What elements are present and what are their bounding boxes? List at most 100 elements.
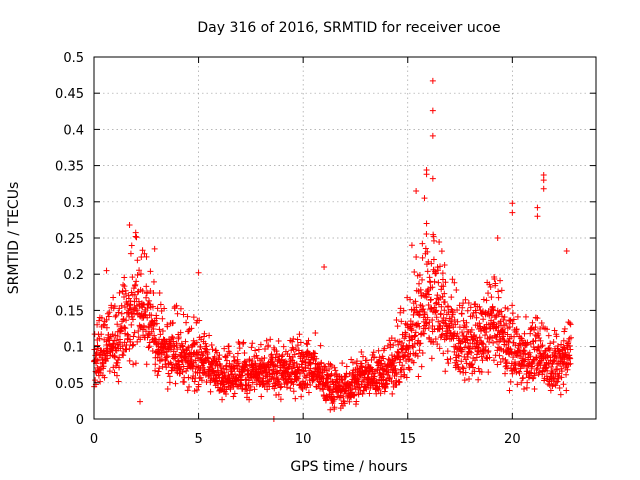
data-point (442, 368, 449, 375)
data-point (339, 377, 346, 384)
data-point (502, 304, 509, 311)
data-point (116, 289, 123, 296)
data-point (243, 376, 250, 383)
data-point (462, 296, 469, 303)
data-point (459, 364, 466, 371)
data-point (173, 302, 180, 309)
data-point (441, 307, 448, 314)
data-point-outlier (337, 405, 344, 412)
data-point (263, 337, 270, 344)
data-point (154, 305, 161, 312)
data-point (358, 348, 365, 355)
data-point (498, 287, 505, 294)
data-point (353, 398, 360, 405)
data-point (127, 298, 134, 305)
data-point (185, 374, 192, 381)
data-point (537, 337, 544, 344)
data-point (539, 371, 546, 378)
data-point (389, 390, 396, 397)
data-point-outlier (494, 235, 501, 241)
data-point (394, 323, 401, 330)
data-point (561, 325, 568, 332)
data-point (191, 378, 198, 385)
data-point (112, 332, 119, 339)
data-point (234, 350, 241, 357)
data-point (431, 278, 438, 285)
data-point (226, 350, 233, 357)
data-point (393, 381, 400, 388)
data-point (186, 383, 193, 390)
data-point (253, 352, 260, 359)
data-point (143, 361, 150, 368)
data-point (149, 303, 156, 310)
data-point (444, 356, 451, 363)
data-point (197, 343, 204, 350)
data-point (420, 306, 427, 313)
data-point (554, 378, 561, 385)
data-point (509, 310, 516, 317)
data-point (147, 287, 154, 294)
y-tick-label: 0 (76, 413, 84, 428)
data-point (495, 294, 502, 301)
data-point (143, 253, 150, 260)
data-point (426, 335, 433, 342)
data-point (553, 333, 560, 340)
data-point (327, 406, 334, 413)
data-point (478, 327, 485, 334)
data-point (449, 309, 456, 316)
data-point (510, 316, 517, 323)
data-point (535, 332, 542, 339)
data-point (496, 352, 503, 359)
data-point (524, 339, 531, 346)
data-point (246, 387, 253, 394)
data-point (130, 333, 137, 340)
data-point (405, 345, 412, 352)
data-point (510, 354, 517, 361)
data-point (298, 393, 305, 400)
data-point (163, 364, 170, 371)
data-point (137, 336, 144, 343)
data-point (400, 307, 407, 314)
data-point (118, 325, 125, 332)
data-point (132, 360, 139, 367)
data-point (123, 317, 130, 324)
data-point (495, 288, 502, 295)
data-point (482, 332, 489, 339)
data-point (237, 380, 244, 387)
data-point (471, 368, 478, 375)
data-point (514, 313, 521, 320)
data-point (363, 386, 370, 393)
data-point (211, 353, 218, 360)
data-point (231, 390, 238, 397)
data-point (313, 355, 320, 362)
data-point (180, 363, 187, 370)
data-point (459, 304, 466, 311)
data-point (359, 378, 366, 385)
data-point (436, 239, 443, 246)
data-point (116, 354, 123, 361)
data-point (550, 374, 557, 381)
data-point (265, 342, 272, 349)
data-point (199, 352, 206, 359)
data-point (156, 326, 163, 333)
data-point-outlier (563, 248, 570, 255)
data-point (474, 351, 481, 358)
data-point (493, 324, 500, 331)
data-point (209, 368, 216, 375)
data-point (439, 325, 446, 332)
data-point (101, 374, 108, 381)
data-point (439, 270, 446, 277)
data-point (245, 382, 252, 389)
data-point (257, 341, 264, 348)
data-point (249, 357, 256, 364)
data-point (472, 309, 479, 316)
y-tick-label: 0.25 (55, 232, 84, 247)
data-point (190, 337, 197, 344)
data-point (230, 393, 237, 400)
data-point (519, 375, 526, 382)
data-point (121, 324, 128, 331)
data-point (398, 318, 405, 325)
data-point (359, 390, 366, 397)
data-point (106, 368, 113, 375)
data-point (432, 335, 439, 342)
